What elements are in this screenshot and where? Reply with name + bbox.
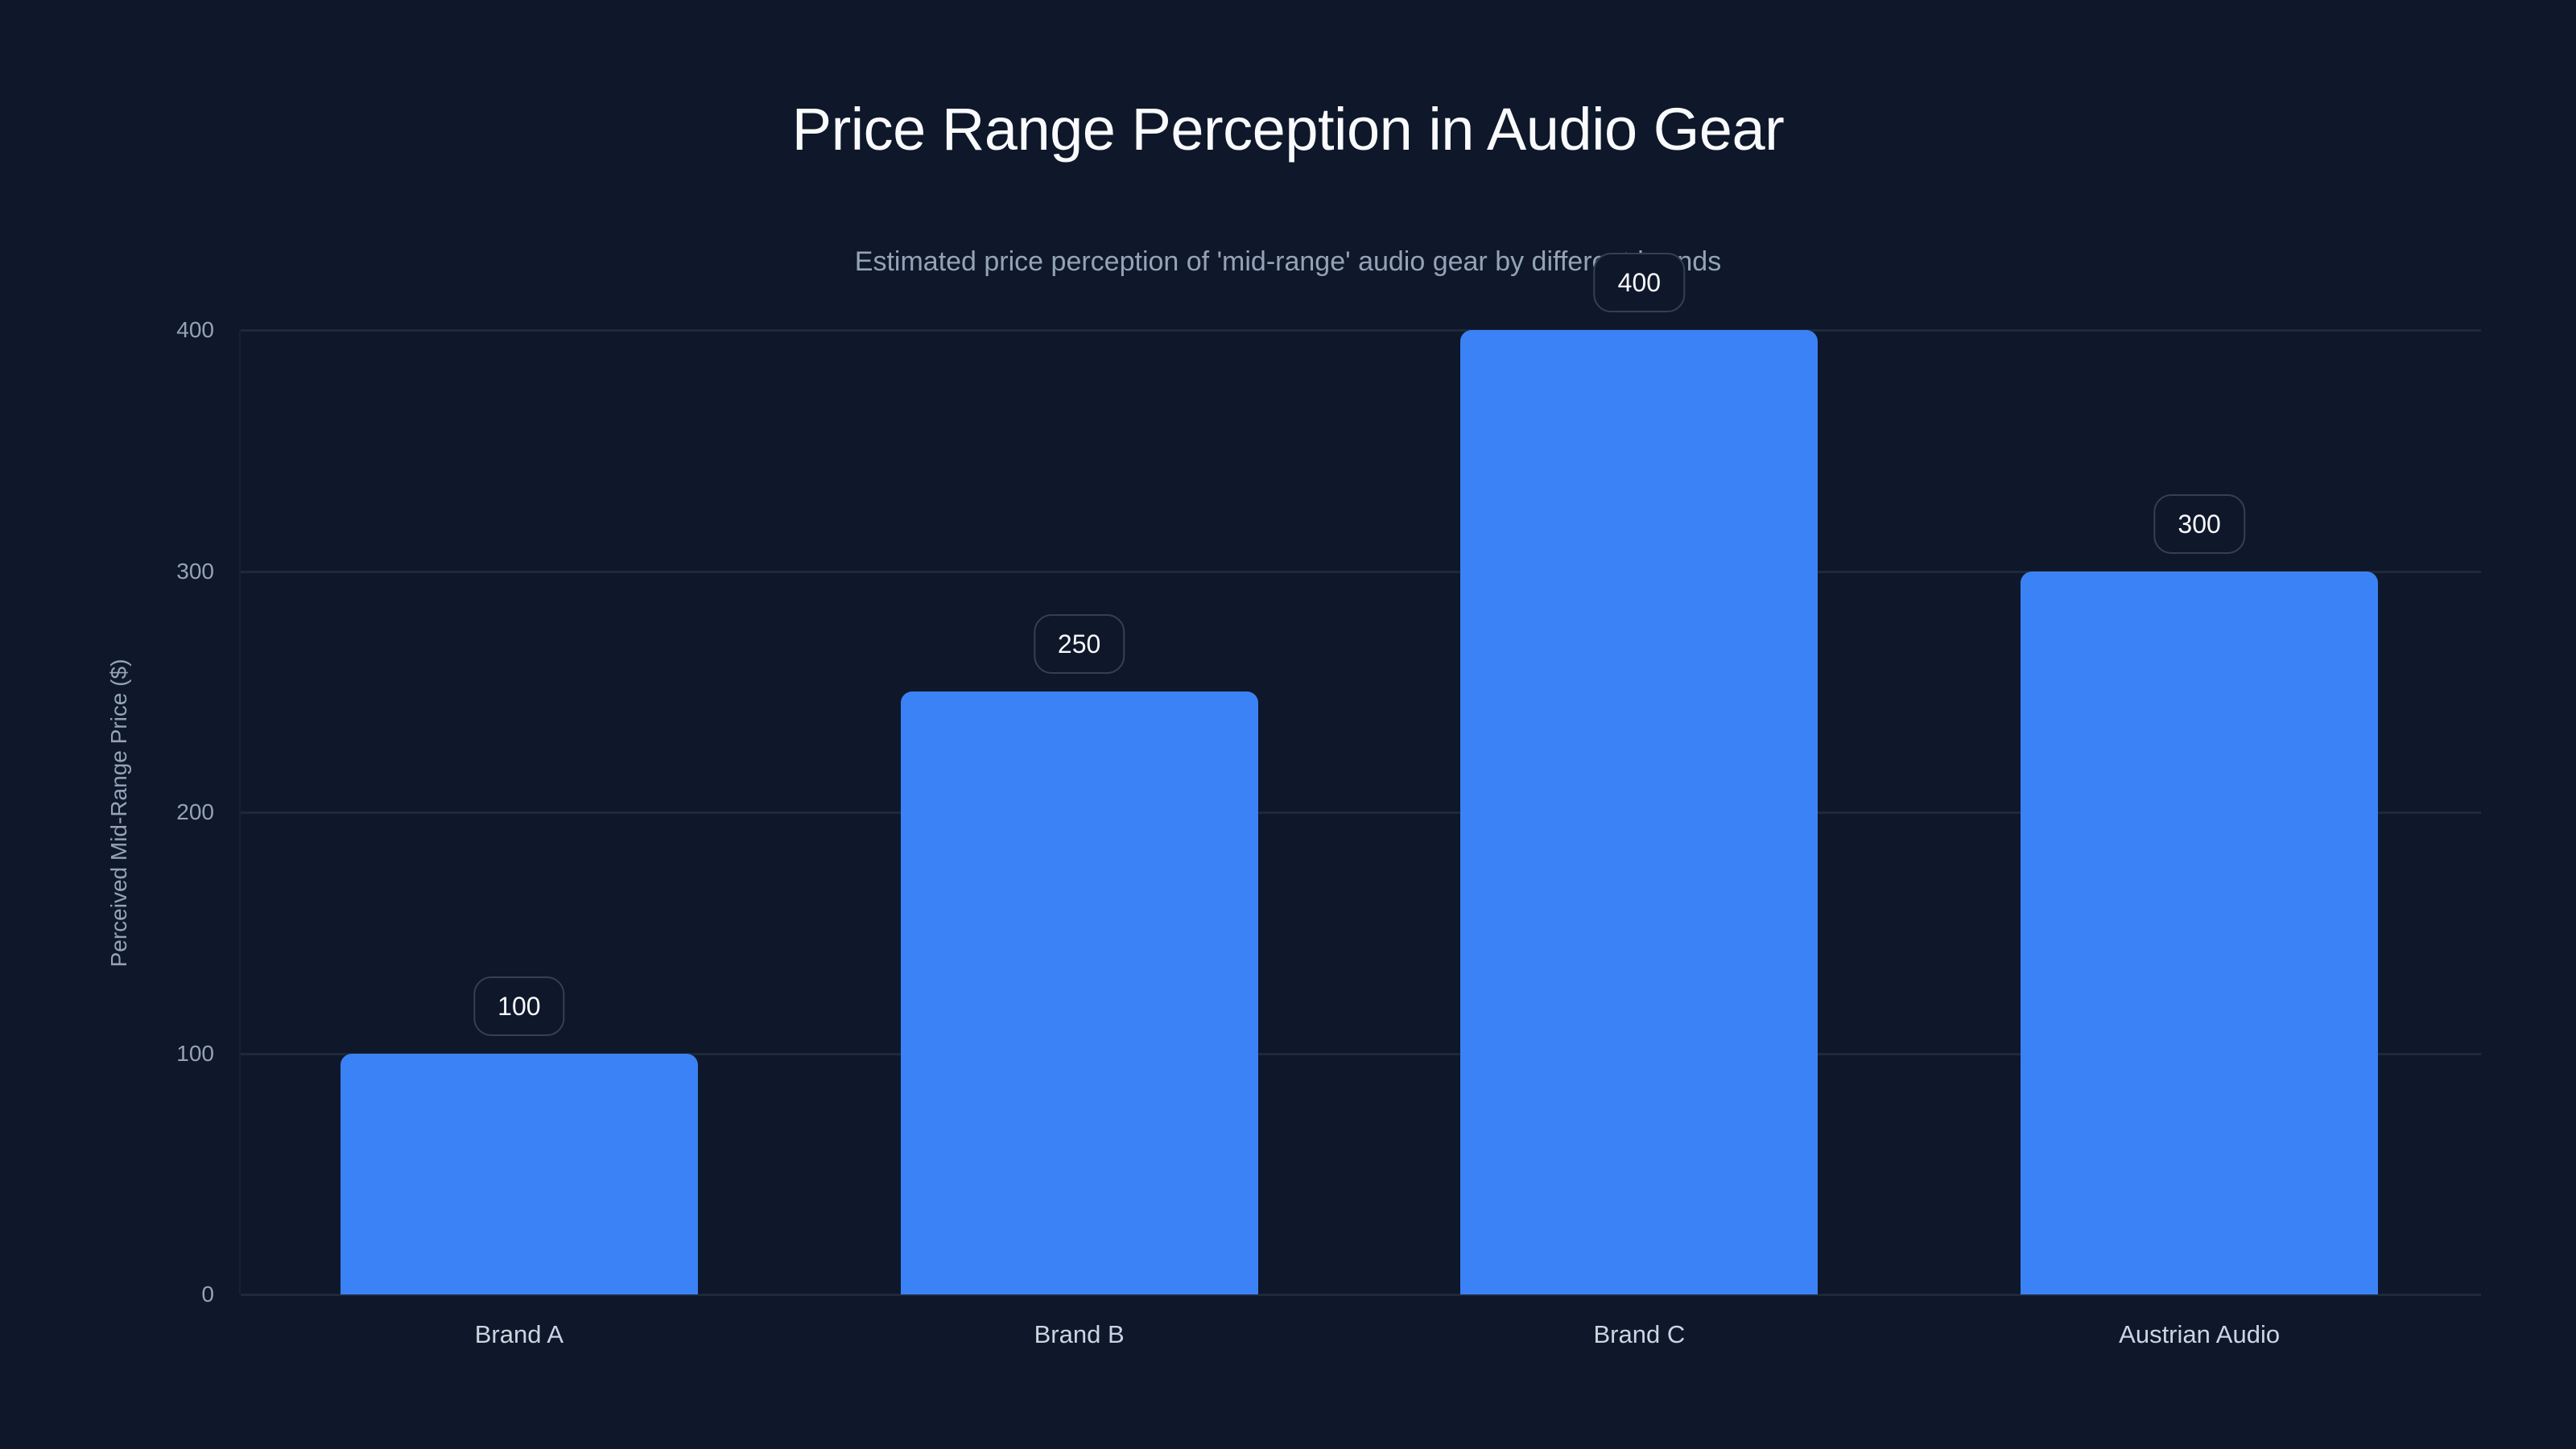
x-tick-label: Brand C — [1593, 1320, 1686, 1348]
gridline-300 — [241, 571, 2481, 573]
bar-brand-a — [340, 1053, 698, 1294]
bar-brand-c — [1460, 330, 1818, 1294]
gridline-100 — [241, 1053, 2481, 1055]
x-tick-label: Brand A — [474, 1320, 564, 1348]
chart-title: Price Range Perception in Audio Gear — [791, 96, 1785, 163]
y-tick-0: 0 — [201, 1282, 214, 1307]
chart-subtitle: Estimated price perception of 'mid-range… — [854, 246, 1722, 277]
gridline-200 — [241, 811, 2481, 814]
bar-brand-b — [900, 691, 1258, 1294]
x-tick-label: Brand B — [1034, 1320, 1125, 1348]
y-tick-400: 400 — [176, 317, 214, 342]
x-tick-label: Austrian Audio — [2119, 1320, 2281, 1348]
value-label: 250 — [1033, 614, 1125, 675]
y-tick-200: 200 — [176, 799, 214, 824]
value-label: 300 — [2153, 493, 2245, 554]
y-tick-100: 100 — [176, 1041, 214, 1066]
gridline-400 — [241, 329, 2481, 332]
y-tick-300: 300 — [176, 559, 214, 584]
value-label: 100 — [473, 976, 565, 1036]
value-label: 400 — [1593, 253, 1686, 312]
plot-area — [239, 329, 2481, 1296]
x-axis-line — [241, 1294, 2481, 1296]
bar-austrian-audio — [2021, 571, 2379, 1294]
